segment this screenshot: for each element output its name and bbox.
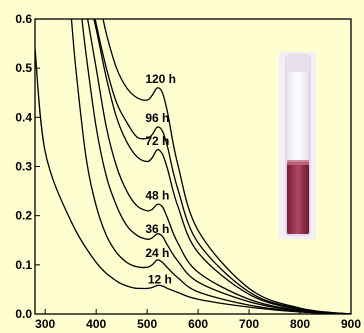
curve-label-48h: 48 h — [145, 188, 169, 202]
y-tick-label: 0.2 — [15, 209, 32, 223]
curve-label-24h: 24 h — [145, 246, 169, 260]
x-axis: 300 400 500 600 700 800 900 — [35, 309, 361, 331]
x-tick-label: 300 — [35, 317, 55, 331]
x-tick-label: 900 — [341, 317, 361, 331]
curve-label-12h: 12 h — [148, 272, 172, 286]
x-tick-label: 600 — [188, 317, 208, 331]
y-tick-label: 0.4 — [15, 110, 32, 124]
curve-label-120h: 120 h — [145, 72, 176, 86]
series-line-72h — [93, 19, 351, 314]
series-line-24h — [70, 19, 351, 314]
y-tick-label: 0.1 — [15, 258, 32, 272]
curves-group — [35, 19, 351, 314]
curve-label-36h: 36 h — [145, 222, 169, 236]
y-tick-label: 0.3 — [15, 160, 32, 174]
x-tick-label: 800 — [290, 317, 310, 331]
inset-vial-photo — [279, 52, 316, 239]
curve-label-96h: 96 h — [145, 111, 169, 125]
series-line-36h — [81, 19, 351, 314]
curve-labels-group: 12 h 24 h 36 h 48 h 72 h 96 h 120 h — [145, 72, 176, 287]
y-tick-label: 0.5 — [15, 61, 32, 75]
curve-label-72h: 72 h — [145, 134, 169, 148]
x-tick-label: 700 — [239, 317, 259, 331]
y-tick-label: 0.0 — [15, 307, 32, 321]
series-line-96h — [94, 19, 351, 314]
series-line-12h — [35, 48, 351, 314]
y-axis: 0.0 0.1 0.2 0.3 0.4 0.5 0.6 — [15, 12, 40, 321]
y-tick-label: 0.6 — [15, 12, 32, 26]
x-tick-label: 400 — [86, 317, 106, 331]
x-tick-label: 500 — [137, 317, 157, 331]
series-line-48h — [87, 19, 351, 314]
series-line-120h — [102, 19, 351, 314]
